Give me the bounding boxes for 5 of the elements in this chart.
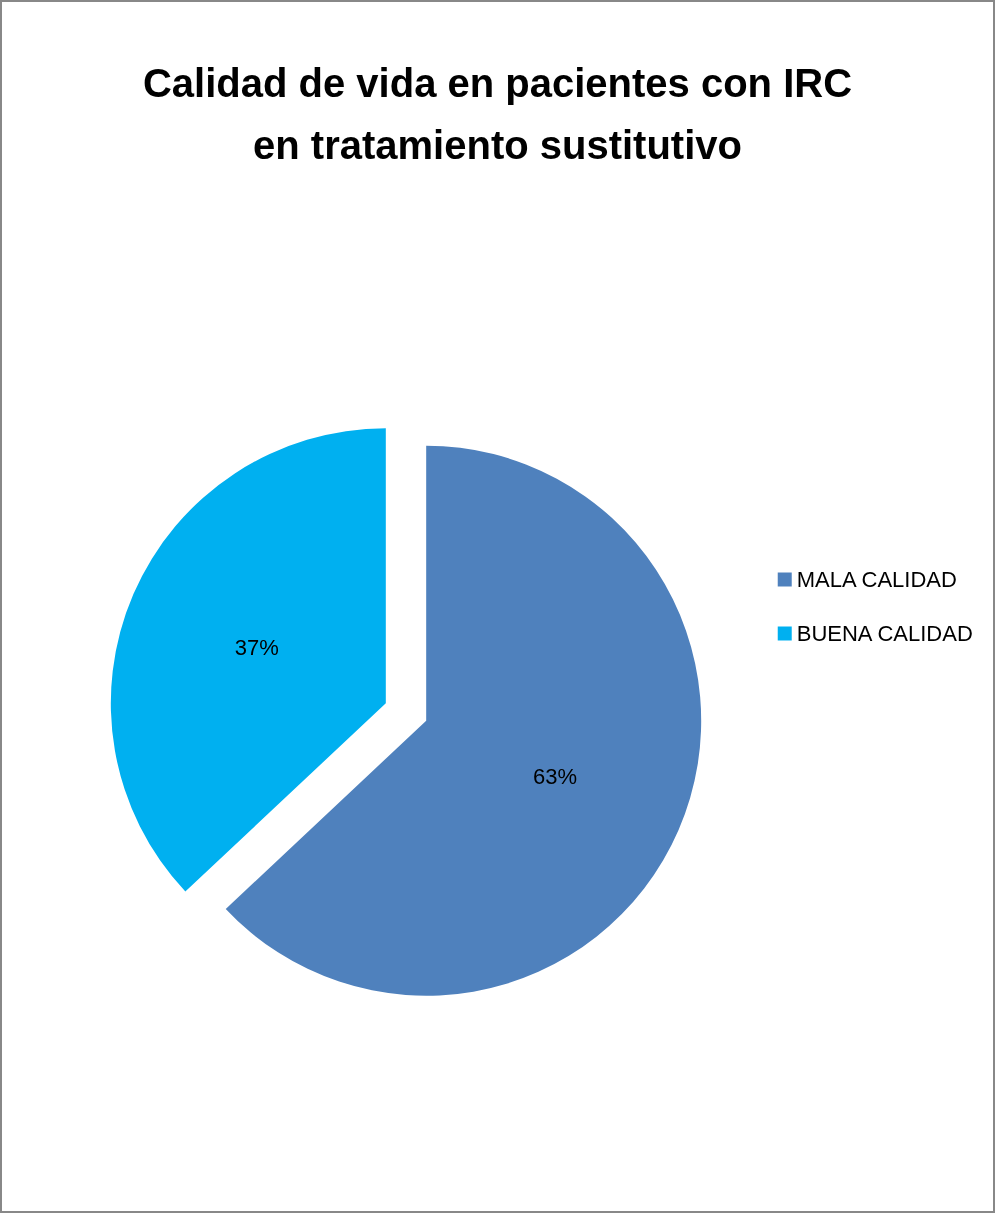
data-label: 63% [533,764,578,790]
legend-label: BUENA CALIDAD [796,621,973,646]
legend-label: MALA CALIDAD [796,567,957,592]
chart-title: Calidad de vida en pacientes con IRC en tratamiento sustitutivo [142,61,853,167]
data-label: 37% [234,634,279,660]
